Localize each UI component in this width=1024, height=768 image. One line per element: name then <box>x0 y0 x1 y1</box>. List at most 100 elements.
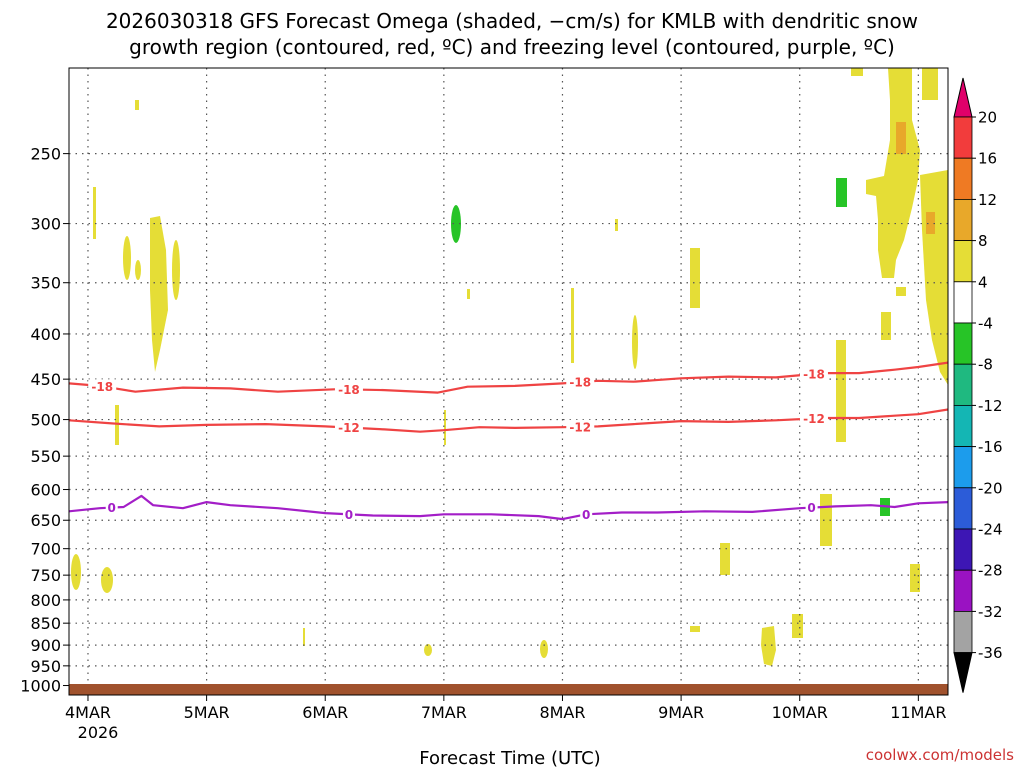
y-tick-label: 950 <box>30 657 61 676</box>
contour-label-bg <box>580 507 593 522</box>
contour-label: -12 <box>338 421 360 435</box>
colorbar-label: -24 <box>978 521 1003 539</box>
omega-region-pos <box>115 405 119 445</box>
colorbar-segment <box>953 240 973 283</box>
colorbar-segment <box>953 569 973 612</box>
y-tick-label: 500 <box>30 411 61 430</box>
x-tick-label: 7MAR <box>421 703 467 722</box>
x-tick-label: 4MAR <box>65 703 111 722</box>
y-tick-label: 1000 <box>20 677 61 696</box>
omega-region-pos <box>851 68 863 76</box>
omega-region-pos <box>444 410 446 445</box>
omega-region-pos <box>424 644 432 656</box>
plot-area <box>69 68 948 695</box>
y-tick-label: 650 <box>30 511 61 530</box>
contour-label-bg <box>342 507 355 522</box>
omega-region-pos <box>720 543 730 575</box>
omega-region-pos <box>150 216 168 372</box>
y-tick-label: 600 <box>30 481 61 500</box>
x-tick-label: 5MAR <box>184 703 230 722</box>
omega-region-pos <box>135 100 139 110</box>
contour-label-bg <box>799 411 828 426</box>
colorbar-segment <box>953 157 973 200</box>
omega-region-pos <box>632 315 638 369</box>
omega-region-pos <box>571 288 574 363</box>
contour-label: -18 <box>338 383 360 397</box>
y-tick-label: 900 <box>30 636 61 655</box>
colorbar-segment <box>953 446 973 489</box>
omega-region-pos <box>123 236 131 280</box>
omega-region-pos <box>303 628 305 646</box>
omega-region-neg <box>836 178 847 207</box>
contour-label: 0 <box>582 508 590 522</box>
contour-label-bg <box>334 420 363 435</box>
colorbar-segment <box>953 528 973 571</box>
y-axis: 250 300 350 400 450 500 550 600 650 700 750 800 850 9… <box>20 145 69 696</box>
contour-label-bg <box>105 500 118 515</box>
colorbar-label: -12 <box>978 397 1003 415</box>
omega-region-pos <box>101 567 113 593</box>
y-tick-label: 400 <box>30 325 61 344</box>
colorbar-segment <box>953 363 973 406</box>
x-tick-label: 6MAR <box>302 703 348 722</box>
x-tick-label: 10MAR <box>772 703 828 722</box>
contour-label: -18 <box>803 367 825 381</box>
omega-region-pos <box>467 289 470 299</box>
contour-labels: -18 -18 -18 -18 -12 -12 -12 0 0 0 0 <box>88 366 828 522</box>
contour-label: 0 <box>108 501 116 515</box>
y-tick-label: 550 <box>30 447 61 466</box>
y-tick-label: 800 <box>30 591 61 610</box>
colorbar-segment <box>953 198 973 241</box>
colorbar: 20 16 12 8 4 -4 -8 -12 -16 -20 -24 -28 -32 -36 <box>953 77 1003 693</box>
contour-line <box>69 408 948 433</box>
x-axis: 4MAR 5MAR 6MAR 7MAR 8MAR 9MAR 10MAR 11MAR <box>65 695 946 722</box>
contour-label: -12 <box>569 420 591 434</box>
y-tick-label: 250 <box>30 145 61 164</box>
x-year-label: 2026 <box>78 723 119 742</box>
omega-region-pos <box>615 219 618 231</box>
grid <box>69 68 948 695</box>
colorbar-arrow-bottom <box>953 652 973 693</box>
omega-region-neg <box>451 205 461 243</box>
contour-line <box>69 494 948 521</box>
contour-lines <box>69 361 948 521</box>
x-tick-label: 11MAR <box>890 703 946 722</box>
contour-label: -18 <box>91 380 113 394</box>
y-tick-label: 300 <box>30 215 61 234</box>
y-tick-label: 450 <box>30 370 61 389</box>
contour-label: -12 <box>803 412 825 426</box>
colorbar-label: -4 <box>978 315 993 333</box>
omega-region-pos <box>690 248 700 308</box>
colorbar-label: 8 <box>978 232 988 250</box>
colorbar-label: -32 <box>978 603 1003 621</box>
y-tick-label: 850 <box>30 614 61 633</box>
x-tick-label: 9MAR <box>658 703 704 722</box>
omega-region-pos <box>866 68 920 278</box>
credit-text: coolwx.com/models <box>866 746 1014 764</box>
colorbar-segment <box>953 487 973 530</box>
omega-region-strong <box>926 212 935 234</box>
colorbar-segment <box>953 404 973 447</box>
omega-region-pos <box>896 287 906 296</box>
contour-label-bg <box>334 382 363 397</box>
contour-label: -18 <box>569 376 591 390</box>
colorbar-label: -28 <box>978 562 1003 580</box>
colorbar-label: 16 <box>978 150 997 168</box>
colorbar-label: -20 <box>978 479 1003 497</box>
colorbar-label: -16 <box>978 438 1003 456</box>
ground-band <box>69 684 948 695</box>
omega-region-pos <box>761 626 776 666</box>
contour-label: 0 <box>807 501 815 515</box>
omega-region-pos <box>910 564 920 592</box>
contour-label-bg <box>566 419 595 434</box>
omega-region-pos <box>922 68 938 100</box>
colorbar-segment <box>953 611 973 654</box>
omega-region-pos <box>71 554 81 590</box>
omega-region-pos <box>172 240 180 300</box>
contour-label-bg <box>566 375 595 390</box>
contour-label-bg <box>799 366 828 381</box>
contour-label-bg <box>88 379 117 394</box>
omega-region-pos <box>690 626 700 632</box>
colorbar-label: -36 <box>978 644 1003 662</box>
